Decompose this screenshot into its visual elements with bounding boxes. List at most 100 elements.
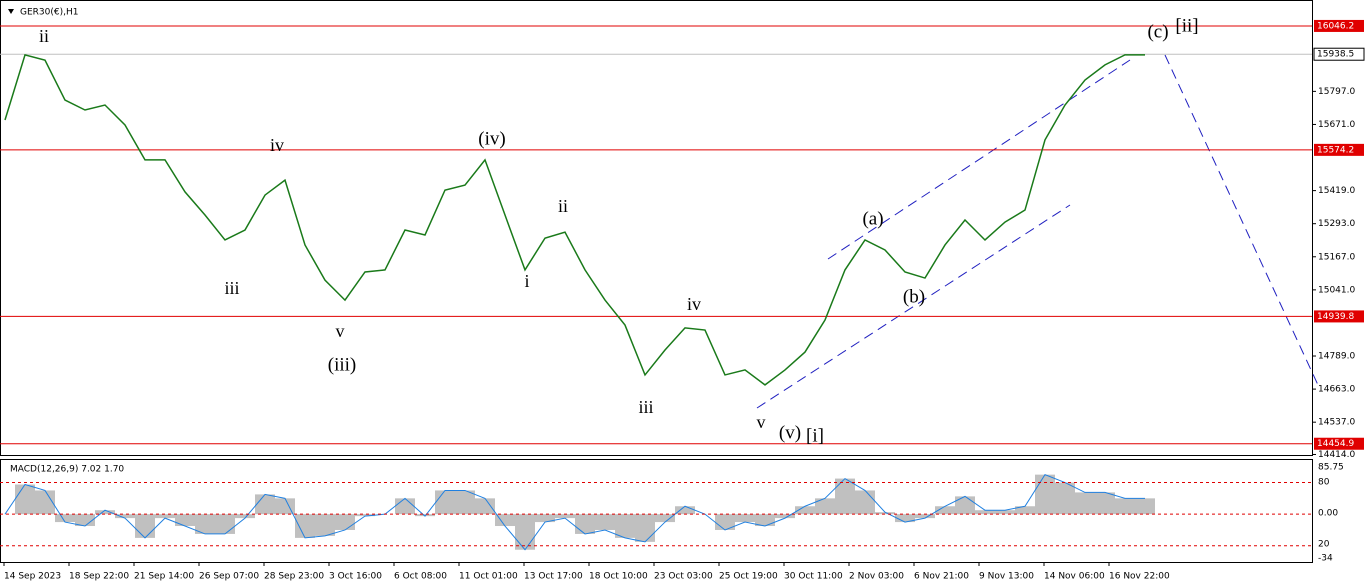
current-price-label: 15938.5 [1317,50,1354,60]
macd-scale-label: 0.00 [1318,509,1338,519]
y-tick-label: 15167.0 [1318,252,1355,262]
menu-arrow[interactable] [8,9,14,14]
wave-label: [ii] [1175,15,1198,36]
macd-bar [595,514,615,530]
macd-bar [275,498,295,515]
x-tick-label: 6 Nov 21:00 [914,572,969,582]
level-label: 15574.2 [1317,145,1354,155]
wave-label: ii [39,26,49,46]
macd-bar [755,514,775,527]
macd-bar [155,514,175,519]
macd-bar [555,514,575,519]
macd-bar [1015,506,1035,515]
x-tick-label: 30 Oct 11:00 [784,572,843,582]
wave-label: iii [224,278,239,298]
wave-label: iii [638,397,653,417]
level-label-box [1314,310,1364,323]
macd-bar [975,510,995,515]
macd-bar [355,514,375,517]
macd-bar [1135,498,1155,515]
wave-label: (iv) [478,128,505,149]
macd-bar [815,498,835,515]
wave-label: iv [270,135,284,155]
macd-bar [55,514,75,523]
y-tick-label: 14663.0 [1318,385,1355,395]
macd-bar [535,514,555,523]
macd-bar [515,514,535,550]
macd-bar [35,490,55,515]
macd-scale-label: 80 [1318,478,1330,488]
x-tick-label: 9 Nov 13:00 [979,572,1034,582]
macd-bar [255,494,275,515]
level-label-box [1314,437,1364,450]
y-tick-label: 15419.0 [1318,186,1355,196]
macd-bar [875,512,895,515]
wave-label: (c) [1147,21,1168,42]
macd-bar [635,514,655,542]
y-tick-label: 14414.0 [1318,450,1355,460]
macd-scale-label: -34 [1318,554,1333,564]
y-tick-label: 15041.0 [1318,285,1355,295]
macd-bar [395,498,415,515]
macd-bar [655,514,675,523]
wave-label: ii [558,196,568,216]
level-label-box [1314,143,1364,156]
macd-bar [1055,482,1075,515]
y-tick-label: 14537.0 [1318,418,1355,428]
x-tick-label: 26 Sep 07:00 [199,572,259,582]
x-tick-label: 16 Nov 22:00 [1109,572,1170,582]
macd-bar [835,478,855,515]
macd-bar [1095,492,1115,515]
x-tick-label: 18 Sep 22:00 [69,572,129,582]
y-tick-label: 14789.0 [1318,352,1355,362]
macd-bar [455,490,475,515]
x-tick-label: 6 Oct 08:00 [394,572,447,582]
macd-bar [955,496,975,515]
macd-bar [15,484,35,515]
level-label: 14939.8 [1317,312,1354,322]
macd-bar [95,510,115,515]
x-tick-label: 14 Nov 06:00 [1044,572,1105,582]
macd-bar [615,514,635,538]
y-tick-label: 15293.0 [1318,219,1355,229]
x-tick-label: 28 Sep 23:00 [264,572,324,582]
x-tick-label: 2 Nov 03:00 [849,572,904,582]
macd-bar [675,506,695,515]
price-line [4,53,1145,386]
x-tick-label: 23 Oct 03:00 [654,572,713,582]
macd-bar [855,490,875,515]
wave-label: i [524,271,529,291]
x-tick-label: 21 Sep 14:00 [134,572,194,582]
level-label: 16046.2 [1317,21,1354,31]
macd-bar [775,514,795,519]
macd-bar [435,490,455,515]
macd-bar [175,514,195,527]
macd-bar [895,514,915,523]
macd-bar [1075,492,1095,515]
price-panel [0,0,1313,456]
macd-bar [575,514,595,534]
x-tick-label: 3 Oct 16:00 [329,572,382,582]
macd-bar [295,514,315,538]
macd-bar [235,514,255,519]
level-label-box [1314,19,1364,32]
macd-bar [135,514,155,538]
macd-bar [195,514,215,534]
macd-line [4,474,1145,551]
macd-bar [995,510,1015,515]
y-tick-label: 15797.0 [1318,87,1355,97]
x-tick-label: 14 Sep 2023 [4,572,61,582]
wave-label: (a) [862,208,883,229]
macd-bar [115,514,135,519]
current-price-box [1313,47,1365,61]
wave-label: (v) [779,422,801,443]
level-label: 14454.9 [1317,439,1354,449]
wave-label: [i] [806,425,824,446]
macd-bar [935,506,955,515]
x-tick-label: 13 Oct 17:00 [524,572,583,582]
wave-channel [756,54,1319,409]
wave-label: iv [687,294,701,314]
x-tick-label: 25 Oct 19:00 [719,572,778,582]
macd-bar [915,514,935,519]
macd-scale-label: 85.75 [1318,463,1344,473]
